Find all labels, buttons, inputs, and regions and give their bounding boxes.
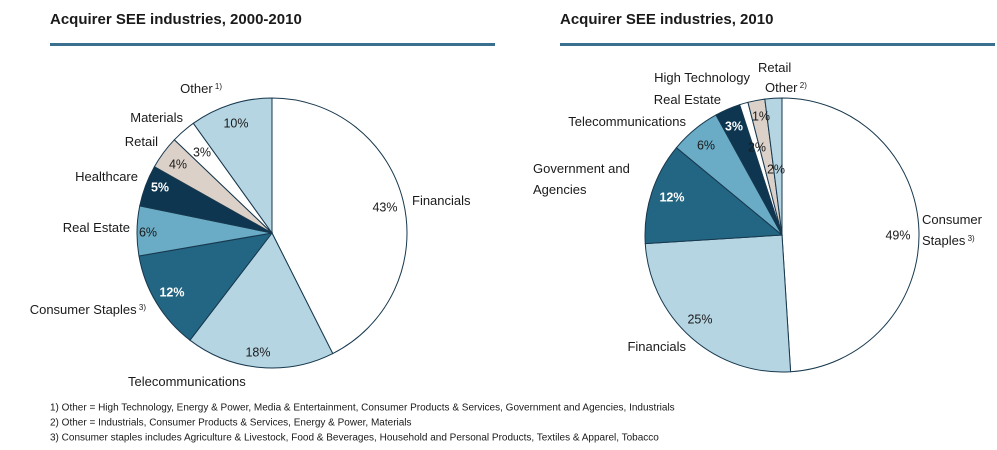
value-label: 18% bbox=[245, 345, 270, 359]
value-label: 2% bbox=[767, 162, 785, 176]
category-label: Financials bbox=[412, 193, 471, 208]
value-label: 3% bbox=[193, 145, 211, 159]
value-label: 6% bbox=[697, 138, 715, 152]
category-label: Real Estate bbox=[654, 92, 721, 107]
pie-slice bbox=[644, 234, 792, 373]
title-rule bbox=[50, 43, 495, 46]
value-label: 25% bbox=[687, 312, 712, 326]
category-label: Retail bbox=[758, 60, 791, 75]
category-label: Other 2) bbox=[765, 80, 807, 95]
category-label: Real Estate bbox=[63, 220, 130, 235]
pie-slice bbox=[781, 97, 920, 373]
pie-slice bbox=[192, 97, 273, 235]
category-label: Consumer Staples 3) bbox=[922, 212, 983, 248]
value-label: 10% bbox=[223, 116, 248, 130]
title-rule bbox=[560, 43, 995, 46]
category-label: Government and Agencies bbox=[533, 161, 630, 197]
category-label: Materials bbox=[130, 110, 183, 125]
category-label: Consumer Staples 3) bbox=[30, 302, 147, 317]
pie-slice bbox=[138, 232, 274, 341]
category-label: Retail bbox=[125, 134, 158, 149]
category-label: Healthcare bbox=[75, 169, 138, 184]
value-label: 12% bbox=[659, 190, 684, 204]
value-label: 2% bbox=[748, 140, 766, 154]
footnote: 1) Other = High Technology, Energy & Pow… bbox=[50, 403, 675, 414]
category-label: Other 1) bbox=[180, 81, 222, 96]
pie-slice bbox=[189, 232, 334, 369]
category-label: Financials bbox=[627, 339, 686, 354]
value-label: 3% bbox=[725, 119, 743, 133]
category-label: High Technology bbox=[654, 70, 750, 85]
value-label: 6% bbox=[139, 225, 157, 239]
footnote: 2) Other = Industrials, Consumer Product… bbox=[50, 418, 412, 429]
value-label: 49% bbox=[885, 228, 910, 242]
value-label: 1% bbox=[752, 109, 770, 123]
pie-slice bbox=[764, 97, 783, 236]
value-label: 5% bbox=[151, 180, 169, 194]
category-label: Telecommunications bbox=[128, 374, 246, 389]
chart-title: Acquirer SEE industries, 2010 bbox=[560, 11, 773, 28]
category-label: Telecommunications bbox=[568, 114, 686, 129]
pie-slice bbox=[271, 97, 408, 355]
value-label: 12% bbox=[159, 285, 184, 299]
value-label: 4% bbox=[169, 157, 187, 171]
chart-title: Acquirer SEE industries, 2000-2010 bbox=[50, 11, 302, 28]
value-label: 43% bbox=[372, 200, 397, 214]
footnote: 3) Consumer staples includes Agriculture… bbox=[50, 433, 659, 444]
pie-slice bbox=[644, 146, 784, 245]
